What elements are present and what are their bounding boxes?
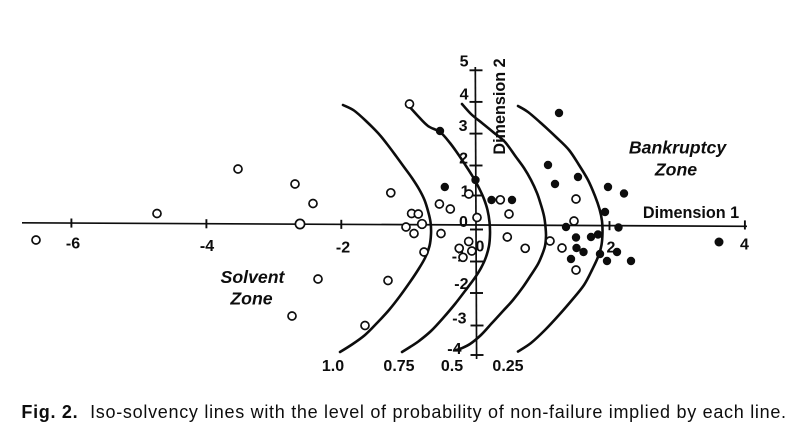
svg-text:-6: -6 [66,236,80,253]
svg-text:Bankruptcy: Bankruptcy [629,138,727,158]
svg-text:Zone: Zone [654,160,697,180]
svg-text:0.75: 0.75 [383,358,414,375]
svg-text:Solvent: Solvent [221,267,286,287]
svg-text:Dimension 2: Dimension 2 [491,58,509,154]
svg-text:0: 0 [476,239,485,256]
svg-text:Zone: Zone [229,289,272,309]
svg-text:0.5: 0.5 [441,358,463,375]
svg-text:1.0: 1.0 [322,358,344,375]
svg-text:Dimension 1: Dimension 1 [643,204,739,222]
svg-text:-4: -4 [447,341,461,358]
svg-text:-4: -4 [200,238,214,255]
svg-text:3: 3 [459,118,468,135]
svg-text:-3: -3 [452,311,466,328]
svg-text:4: 4 [460,87,469,104]
svg-text:0.25: 0.25 [492,358,523,375]
svg-text:4: 4 [740,237,749,254]
svg-text:0: 0 [459,214,468,231]
svg-text:5: 5 [460,54,469,71]
svg-text:2: 2 [607,240,616,257]
svg-text:-2: -2 [336,240,350,257]
svg-text:2: 2 [459,151,468,168]
svg-text:-2: -2 [454,276,468,293]
svg-text:Fig. 2. Iso-solvency lines wit: Fig. 2. Iso-solvency lines with the leve… [21,402,786,422]
